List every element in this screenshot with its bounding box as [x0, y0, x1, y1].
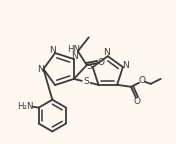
- Text: O: O: [97, 58, 104, 67]
- Text: S: S: [83, 77, 89, 86]
- Text: N: N: [122, 61, 129, 70]
- Text: S: S: [86, 62, 92, 71]
- Text: HN: HN: [67, 45, 80, 54]
- Text: N: N: [37, 65, 44, 74]
- Text: N: N: [49, 46, 55, 55]
- Text: H₂N: H₂N: [17, 102, 34, 111]
- Text: N: N: [71, 52, 78, 61]
- Text: O: O: [133, 97, 140, 106]
- Text: N: N: [103, 48, 110, 57]
- Text: O: O: [138, 76, 145, 85]
